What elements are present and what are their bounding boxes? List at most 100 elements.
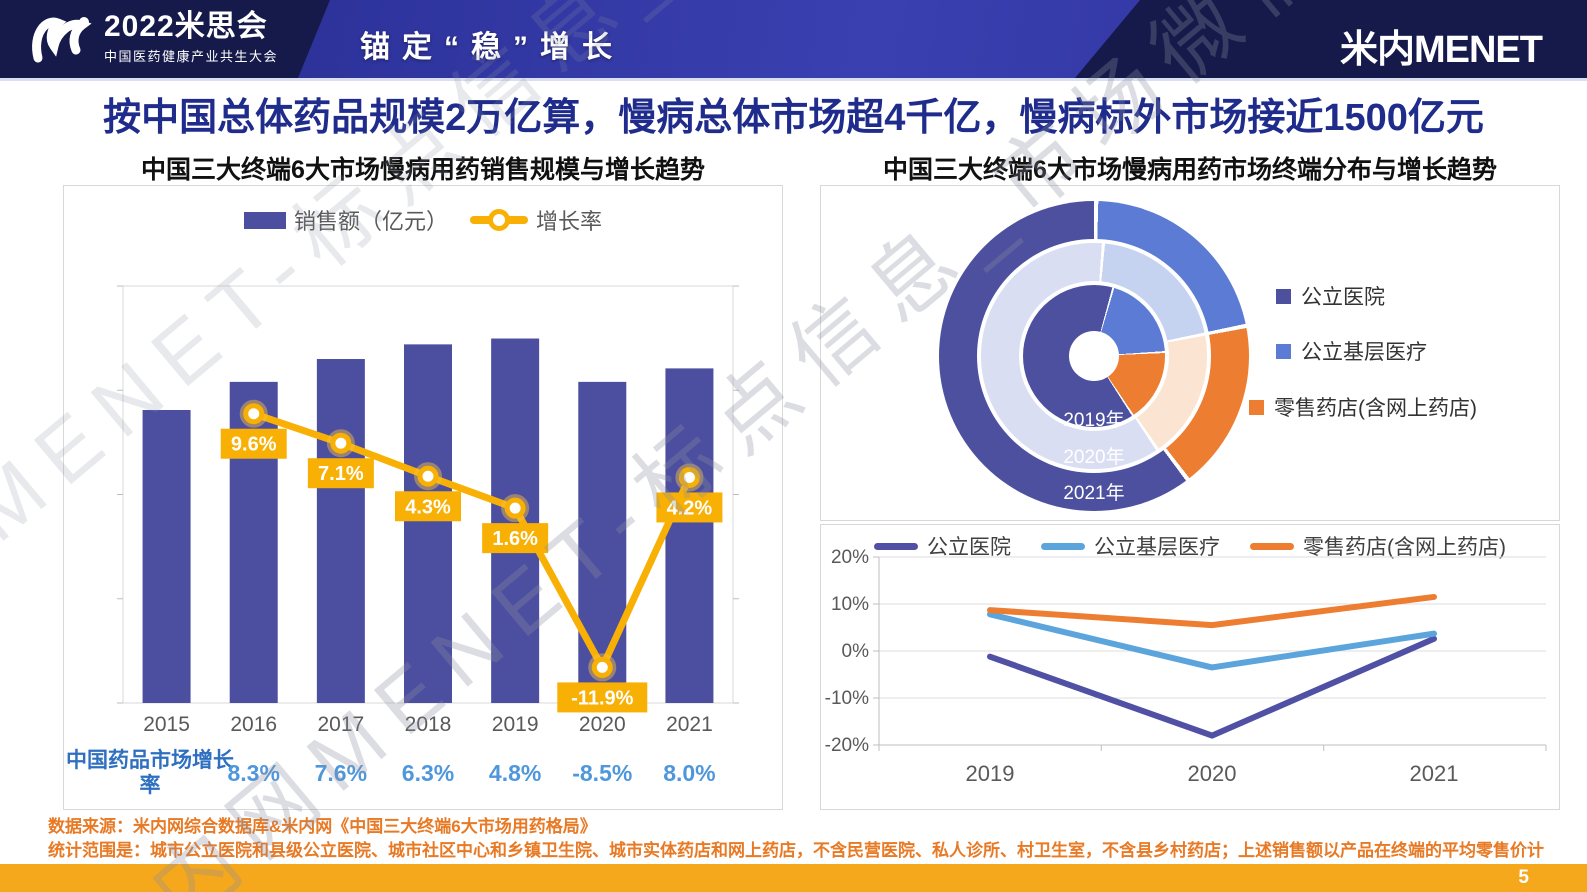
growth-label-2021: 4.2% (667, 497, 713, 519)
footer-bar: 5 (0, 864, 1587, 892)
x-axis-label-2020: 2020 (579, 713, 626, 736)
terminal-share-panel: 2019年 2020年 2021年 公立医院公立基层医疗零售药店(含网上药店) (820, 185, 1560, 521)
growth-label-box-2020 (557, 682, 648, 713)
sales-legend-item-line: 增长率 (470, 204, 602, 236)
bar-2017 (316, 359, 365, 703)
trend-line-公立基层医疗 (987, 611, 1437, 671)
growth-marker-halo (501, 494, 530, 523)
sales-legend-item-bar: 销售额（亿元） (243, 204, 448, 236)
legend-swatch-icon (1276, 288, 1291, 304)
bar-2021 (665, 368, 714, 703)
legend-swatch-icon (1276, 343, 1291, 359)
growth-label-box-2019 (482, 523, 549, 554)
growth-marker-2016 (243, 403, 265, 425)
line-legend-item-公立医院: 公立医院 (874, 531, 1011, 561)
market-growth-value-2021: 8.0% (663, 760, 716, 786)
legend-line-swatch-icon (874, 542, 918, 550)
bar-2018 (404, 344, 452, 703)
line-chart-legend: 公立医院 公立基层医疗 零售药店(含网上药店) (821, 531, 1559, 561)
growth-label-2019: 1.6% (492, 528, 538, 550)
growth-marker-2017 (330, 432, 352, 454)
growth-label-box-2018 (395, 491, 461, 522)
market-growth-value-2020: -8.5% (572, 760, 633, 786)
sales-bar-chart: 2015 2016 2017 2018 2019 2020 2021 9.6% 7.1% 4.3%… (117, 285, 739, 736)
growth-label-box-2016 (220, 428, 287, 459)
growth-marker-2019 (504, 497, 526, 519)
brand-texts: 2022米思会 中国医药健康产业共生大会 (104, 10, 278, 65)
growth-marker-halo (326, 429, 355, 458)
x-axis-label-2019: 2019 (966, 761, 1015, 786)
growth-line (250, 410, 693, 671)
right-chart-title: 中国三大终端6大市场慢病用药市场终端分布与增长趋势 (883, 156, 1497, 184)
growth-marker-2020 (591, 656, 613, 678)
x-axis-label-2017: 2017 (317, 713, 364, 736)
legend-label: 公立基层医疗 (1094, 536, 1220, 559)
sales-legend-label: 销售额（亿元） (293, 209, 448, 234)
sales-legend: 销售额（亿元） 增长率 (64, 204, 782, 236)
trend-line-公立医院 (987, 635, 1437, 739)
market-growth-value-2016: 8.3% (227, 760, 280, 786)
header-slogan: 锚定“稳”增长 (360, 31, 624, 64)
y-axis-label-20%: 20% (831, 547, 869, 568)
trend-line-零售药店(含网上药店) (987, 593, 1437, 629)
x-axis-label-2019: 2019 (492, 713, 539, 736)
line-legend-item-零售药店(含网上药店): 零售药店(含网上药店) (1250, 531, 1506, 561)
brand-title: 2022米思会 (104, 10, 268, 43)
page-number: 5 (1518, 867, 1529, 888)
market-growth-value-2018: 6.3% (401, 760, 455, 786)
growth-label-2018: 4.3% (405, 496, 451, 518)
y-axis-label--20%: -20% (825, 735, 869, 756)
bar-2020 (578, 381, 627, 703)
terminal-growth-line-chart: 20% 10% 0% -10% -20% 2019 2020 2021 (825, 547, 1547, 786)
left-chart-title: 中国三大终端6大市场慢病用药销售规模与增长趋势 (141, 156, 705, 184)
brand-logo: 2022米思会 中国医药健康产业共生大会 (30, 10, 278, 65)
legend-label: 公立基层医疗 (1301, 341, 1427, 364)
donut-legend-item-公立基层医疗: 公立基层医疗 (1276, 336, 1427, 366)
legend-line-swatch-icon (1250, 542, 1294, 550)
brand-subtitle: 中国医药健康产业共生大会 (104, 49, 279, 64)
ring-year-label-2019年: 2019年 (1063, 410, 1125, 431)
x-axis-label-2016: 2016 (230, 713, 277, 736)
market-growth-value-2017: 7.6% (314, 760, 368, 786)
sales-growth-panel: 销售额（亿元） 增长率 2015 2016 2017 2018 2019 2020 2021… (63, 185, 783, 810)
ring-year-label-2020年: 2020年 (1063, 447, 1125, 468)
growth-legend-label: 增长率 (536, 209, 603, 234)
line-dot-swatch-icon (470, 216, 528, 224)
source-line-1: 数据来源：米内网综合数据库&米内网《中国三大终端6大市场用药格局》 (48, 817, 597, 836)
growth-label-2020: -11.9% (571, 687, 633, 709)
header-bar: 2022米思会 中国医药健康产业共生大会 锚定“稳”增长 米内MENET (0, 0, 1587, 81)
growth-label-box-2021 (656, 492, 723, 523)
legend-label: 零售药店(含网上药店) (1274, 397, 1477, 420)
growth-row-label: 中国药品市场增长率 (66, 749, 234, 798)
legend-label: 零售药店(含网上药店) (1303, 536, 1506, 559)
y-axis-label-10%: 10% (831, 594, 869, 615)
page-title: 按中国总体药品规模2万亿算，慢病总体市场超4千亿，慢病标外市场接近1500亿元 (103, 97, 1484, 139)
y-axis-label-0%: 0% (842, 641, 870, 662)
legend-label: 公立医院 (927, 536, 1011, 559)
bar-2015 (142, 410, 191, 703)
growth-marker-halo (675, 463, 704, 492)
x-axis-label-2020: 2020 (1188, 761, 1237, 786)
donut-chart: 2019年 2020年 2021年 (939, 201, 1249, 511)
ring-year-label-2021年: 2021年 (1063, 483, 1125, 504)
menet-logo: 米内MENET (1339, 29, 1543, 71)
market-growth-value-2019: 4.8% (488, 760, 542, 786)
donut-legend-item-公立医院: 公立医院 (1276, 281, 1385, 311)
growth-marker-halo (414, 462, 442, 491)
legend-line-swatch-icon (1041, 542, 1085, 550)
x-axis-label-2018: 2018 (405, 713, 452, 736)
donut-hole (1069, 331, 1119, 381)
donut-legend-item-零售药店(含网上药店): 零售药店(含网上药店) (1249, 392, 1477, 422)
growth-marker-halo (588, 653, 617, 682)
growth-marker-2018 (417, 465, 439, 487)
terminal-growth-panel: 公立医院 公立基层医疗 零售药店(含网上药店) 20% 10% 0% -10% -20% 20… (820, 524, 1560, 810)
header-center-band (298, 0, 1140, 78)
legend-label: 公立医院 (1301, 286, 1385, 309)
line-legend-item-公立基层医疗: 公立基层医疗 (1041, 531, 1220, 561)
bar-2019 (491, 338, 540, 703)
growth-label-2016: 9.6% (231, 434, 277, 456)
growth-label-2017: 7.1% (318, 463, 364, 485)
x-axis-label-2021: 2021 (1410, 761, 1459, 786)
growth-marker-halo (239, 399, 268, 428)
